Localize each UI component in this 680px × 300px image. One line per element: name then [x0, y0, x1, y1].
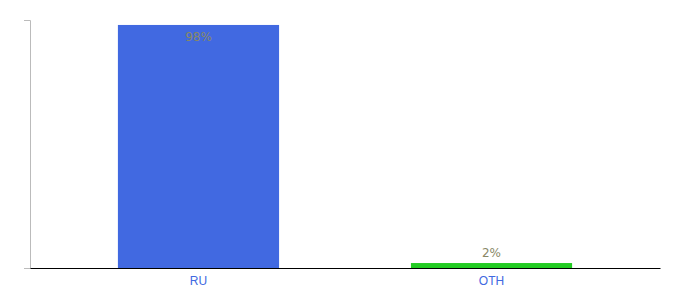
- plot: RU OTH 98% 2%: [24, 21, 661, 288]
- x-tick-label: RU: [190, 274, 207, 288]
- bar: [118, 25, 279, 268]
- x-tick-label: OTH: [479, 274, 504, 288]
- x-tick: RU: [190, 268, 207, 288]
- bars: [118, 25, 572, 268]
- data-label: 98%: [185, 30, 212, 44]
- x-axis-line: [31, 268, 661, 269]
- data-labels: 98% 2%: [185, 30, 501, 260]
- bar: [411, 263, 572, 268]
- x-axis: RU OTH: [31, 268, 661, 288]
- y-axis-line: [24, 21, 31, 269]
- x-tick: OTH: [479, 268, 504, 288]
- data-label: 2%: [482, 246, 501, 260]
- chart: RU OTH 98% 2%: [0, 0, 680, 300]
- y-axis: [24, 21, 31, 269]
